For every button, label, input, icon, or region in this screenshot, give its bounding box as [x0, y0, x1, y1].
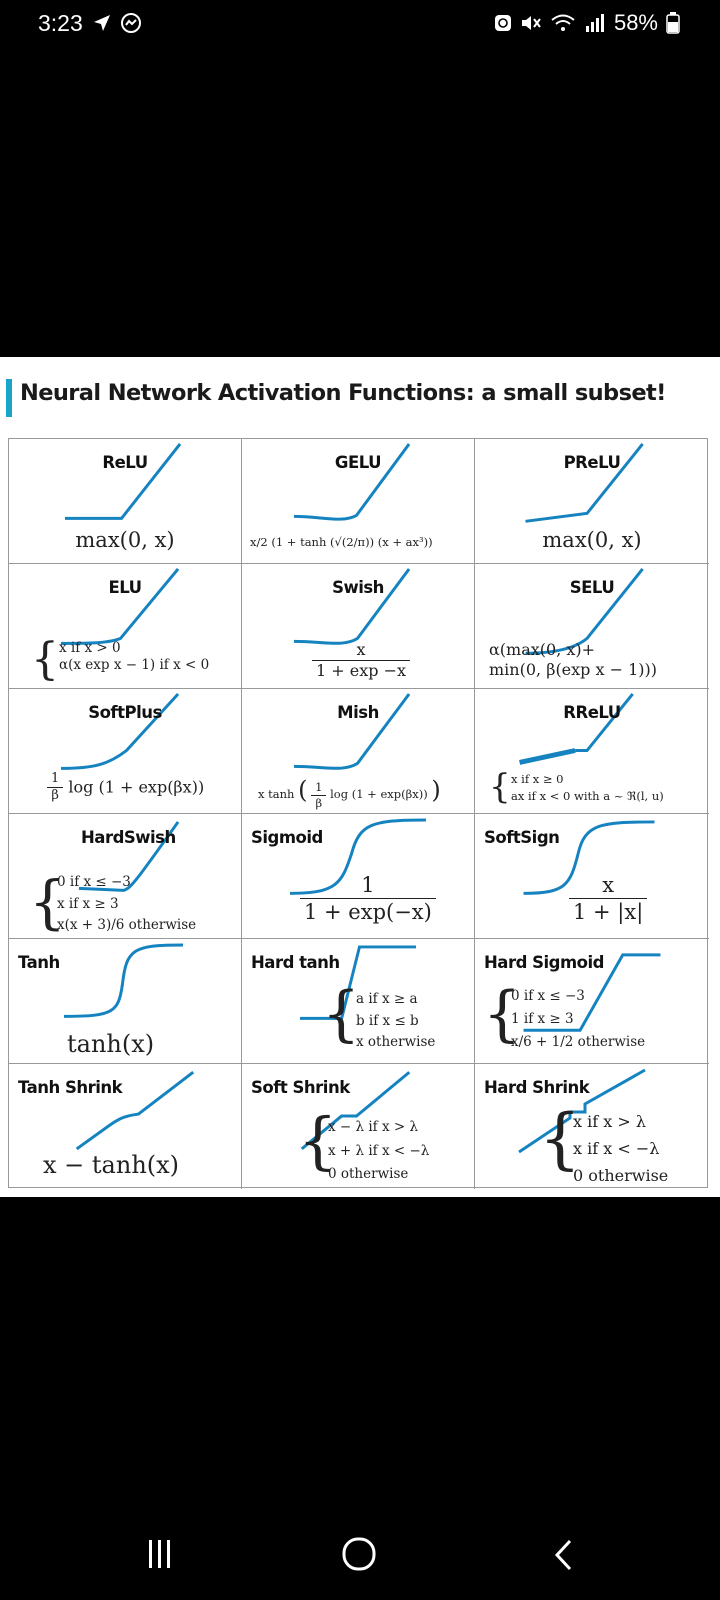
- cell-tanh: Tanh tanh(x): [9, 939, 242, 1064]
- formula: a if x ≥ a b if x ≤ b x otherwise: [356, 991, 436, 1051]
- navigation-bar: [0, 1520, 720, 1600]
- cell-soft-shrink: Soft Shrink { x − λ if x > λ x + λ if x …: [242, 1064, 475, 1189]
- function-name: Swish: [332, 578, 384, 597]
- cell-softsign: SoftSign x 1 + |x|: [475, 814, 709, 939]
- function-name: Tanh: [18, 953, 60, 972]
- function-name: HardSwish: [81, 828, 176, 847]
- cell-mish: Mish x tanh ( 1 β log (1 + exp(βx)) ): [242, 689, 475, 814]
- cell-hard-shrink: Hard Shrink { x if x > λ x if x < −λ 0 o…: [475, 1064, 709, 1189]
- function-name: Hard Sigmoid: [484, 953, 604, 972]
- battery-percent: 58%: [613, 10, 658, 35]
- recents-icon[interactable]: [146, 1538, 174, 1570]
- sigmoid-curve: [290, 818, 426, 895]
- hard-tanh-curve: [299, 945, 417, 1020]
- prelu-curve: [525, 443, 644, 523]
- mish-curve: [294, 693, 411, 770]
- cell-softplus: SoftPlus 1 β log (1 + exp(βx)): [9, 689, 242, 814]
- function-name: Sigmoid: [251, 828, 323, 847]
- mute-icon: [521, 16, 541, 30]
- cell-swish: Swish x 1 + exp −x: [242, 564, 475, 689]
- hardswish-curve: [78, 821, 180, 892]
- function-name: Tanh Shrink: [18, 1078, 123, 1097]
- cell-hard-tanh: Hard tanh { a if x ≥ a b if x ≤ b x othe…: [242, 939, 475, 1064]
- status-time: 3:23: [38, 10, 83, 36]
- softplus-curve: [61, 692, 180, 770]
- function-name: ELU: [108, 578, 142, 597]
- formula: x if x > λ x if x < −λ 0 otherwise: [573, 1112, 669, 1186]
- formula: x − λ if x > λ x + λ if x < −λ 0 otherwi…: [328, 1119, 430, 1183]
- navigation-arrow-icon: [94, 15, 110, 31]
- back-icon[interactable]: [552, 1538, 574, 1572]
- formula: 0 if x ≤ −3 x if x ≥ 3 x(x + 3)/6 otherw…: [57, 874, 197, 934]
- title-accent-bar: [6, 379, 12, 417]
- page-title: Neural Network Activation Functions: a s…: [20, 380, 666, 406]
- activation-functions-image: Neural Network Activation Functions: a s…: [0, 357, 720, 1197]
- cell-elu: ELU { x if x > 0 α(x exp x − 1) if x < 0: [9, 564, 242, 689]
- formula: x if x > 0 α(x exp x − 1) if x < 0: [59, 640, 210, 673]
- function-name: Soft Shrink: [251, 1078, 350, 1097]
- function-name: SoftPlus: [88, 703, 162, 722]
- rrelu-curve: [519, 693, 634, 765]
- function-name: Hard Shrink: [484, 1078, 590, 1097]
- function-name: SoftSign: [484, 828, 560, 847]
- formula: 0 if x ≤ −3 1 if x ≥ 3 x/6 + 1/2 otherwi…: [511, 988, 646, 1050]
- formula: max(0, x): [542, 528, 642, 552]
- function-name: SELU: [569, 578, 615, 597]
- signal-icon: [585, 14, 604, 32]
- activation-grid: ReLU max(0, x) GELU x/2 (1 + tanh (√(2/π…: [8, 438, 709, 1189]
- cell-tanh-shrink: Tanh Shrink x − tanh(x): [9, 1064, 242, 1189]
- function-name: ReLU: [102, 453, 148, 472]
- cell-sigmoid: Sigmoid 1 1 + exp(−x): [242, 814, 475, 939]
- cell-rrelu: RReLU { x if x ≥ 0 ax if x < 0 with a ~ …: [475, 689, 709, 814]
- hard-sigmoid-curve: [523, 953, 661, 1032]
- function-name: Hard tanh: [251, 953, 340, 972]
- swish-curve: [294, 568, 411, 645]
- elu-curve: [61, 568, 180, 645]
- formula: x if x ≥ 0 ax if x < 0 with a ~ ℜ(l, u): [511, 772, 664, 804]
- relu-curve: [64, 443, 182, 520]
- formula: x − tanh(x): [43, 1151, 180, 1179]
- home-icon[interactable]: [341, 1536, 377, 1572]
- function-name: GELU: [334, 453, 382, 472]
- formula: 1 1 + exp(−x): [300, 872, 436, 926]
- formula: α(max(0, x)+ min(0, β(exp x − 1))): [489, 640, 658, 679]
- formula: max(0, x): [75, 528, 175, 552]
- tanh-shrink-curve: [75, 1071, 195, 1151]
- battery-icon: [666, 12, 680, 34]
- cell-hard-sigmoid: Hard Sigmoid { 0 if x ≤ −3 1 if x ≥ 3 x/…: [475, 939, 709, 1064]
- formula: x tanh ( 1 β log (1 + exp(βx)) ): [258, 776, 441, 810]
- recycle-icon: [494, 15, 511, 31]
- cell-hardswish: HardSwish { 0 if x ≤ −3 x if x ≥ 3 x(x +…: [9, 814, 242, 939]
- soft-shrink-curve: [300, 1071, 411, 1151]
- messenger-icon: [121, 13, 141, 33]
- function-name: RReLU: [563, 703, 621, 722]
- tanh-curve: [63, 943, 184, 1018]
- function-name: Mish: [337, 703, 379, 722]
- formula: x 1 + exp −x: [312, 640, 411, 681]
- status-bar: 3:23 58%: [0, 0, 720, 52]
- hard-shrink-curve: [518, 1068, 646, 1154]
- cell-gelu: GELU x/2 (1 + tanh (√(2/π)) (x + ax³)): [242, 439, 475, 564]
- selu-curve: [525, 568, 644, 655]
- cell-prelu: PReLU max(0, x): [475, 439, 709, 564]
- wifi-icon: [551, 14, 575, 31]
- formula: x 1 + |x|: [569, 872, 648, 926]
- function-name: PReLU: [563, 453, 621, 472]
- formula: 1 β log (1 + exp(βx)): [47, 771, 204, 805]
- formula: tanh(x): [67, 1030, 155, 1058]
- formula: x/2 (1 + tanh (√(2/π)) (x + ax³)): [250, 535, 433, 549]
- softsign-curve: [523, 820, 655, 895]
- gelu-curve: [294, 443, 411, 521]
- cell-relu: ReLU max(0, x): [9, 439, 242, 564]
- cell-selu: SELU α(max(0, x)+ min(0, β(exp x − 1))): [475, 564, 709, 689]
